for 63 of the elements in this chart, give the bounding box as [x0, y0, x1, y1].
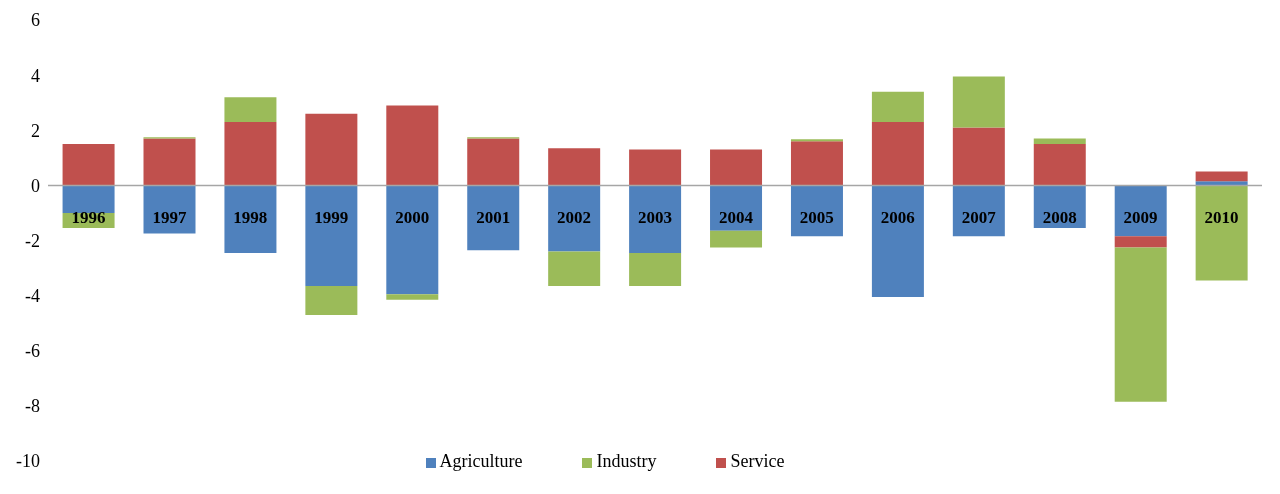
bar: [386, 105, 439, 186]
x-tick-label: 1996: [71, 208, 106, 228]
bar: [305, 185, 358, 286]
bar: [305, 285, 358, 315]
bar: [629, 149, 682, 186]
bar: [871, 91, 924, 122]
y-tick-label: -6: [25, 341, 40, 362]
bar: [710, 149, 763, 186]
bar: [467, 185, 520, 251]
y-tick-label: -8: [25, 396, 40, 417]
bar: [548, 185, 601, 252]
bar: [143, 185, 196, 234]
bar: [871, 121, 924, 186]
legend-label: Service: [730, 451, 785, 471]
bar: [224, 121, 277, 186]
bar: [386, 294, 439, 300]
bar: [224, 97, 277, 122]
bar: [1195, 185, 1248, 281]
x-tick-label: 2004: [718, 208, 754, 228]
x-tick-label: 2008: [1042, 208, 1077, 228]
bar: [952, 127, 1005, 186]
x-tick-label: 2010: [1204, 208, 1239, 228]
x-tick-label: 2001: [476, 208, 511, 228]
x-tick-label: 2000: [395, 208, 430, 228]
bar: [1195, 171, 1248, 182]
x-tick-label: 1999: [314, 208, 349, 228]
bar: [1033, 144, 1086, 186]
bar: [1114, 236, 1167, 248]
y-tick-label: 6: [31, 10, 40, 31]
bar: [1195, 181, 1248, 186]
x-tick-label: 2003: [638, 208, 672, 228]
bar: [143, 138, 196, 186]
bar: [790, 141, 843, 186]
y-tick-label: -4: [25, 286, 40, 307]
bar: [871, 185, 924, 297]
bar: [305, 113, 358, 186]
x-tick-label: 1997: [152, 208, 187, 228]
bar: [629, 185, 682, 253]
y-tick-label: 2: [31, 120, 40, 141]
bar: [548, 148, 601, 186]
y-tick-label: 4: [31, 65, 40, 86]
y-tick-label: -2: [25, 230, 40, 251]
bar: [467, 138, 520, 186]
x-tick-label: 2006: [880, 208, 915, 228]
bar: [386, 185, 439, 295]
x-tick-label: 2002: [557, 208, 592, 228]
bar: [548, 251, 601, 286]
x-tick-label: 2005: [799, 208, 834, 228]
x-tick-label: 2009: [1123, 208, 1158, 228]
x-tick-label: 2007: [961, 208, 997, 228]
bar: [1114, 247, 1167, 402]
bar: [1033, 138, 1086, 145]
bar: [62, 144, 115, 186]
bar: [710, 230, 763, 248]
bar: [629, 252, 682, 286]
bar: [224, 185, 277, 253]
y-tick-label: -10: [16, 451, 40, 472]
bar: [952, 76, 1005, 128]
x-tick-label: 1998: [233, 208, 268, 228]
y-tick-label: 0: [31, 175, 40, 196]
legend-label: Agriculture: [439, 451, 523, 471]
legend-label: Industry: [596, 451, 657, 471]
bar: [62, 185, 115, 213]
